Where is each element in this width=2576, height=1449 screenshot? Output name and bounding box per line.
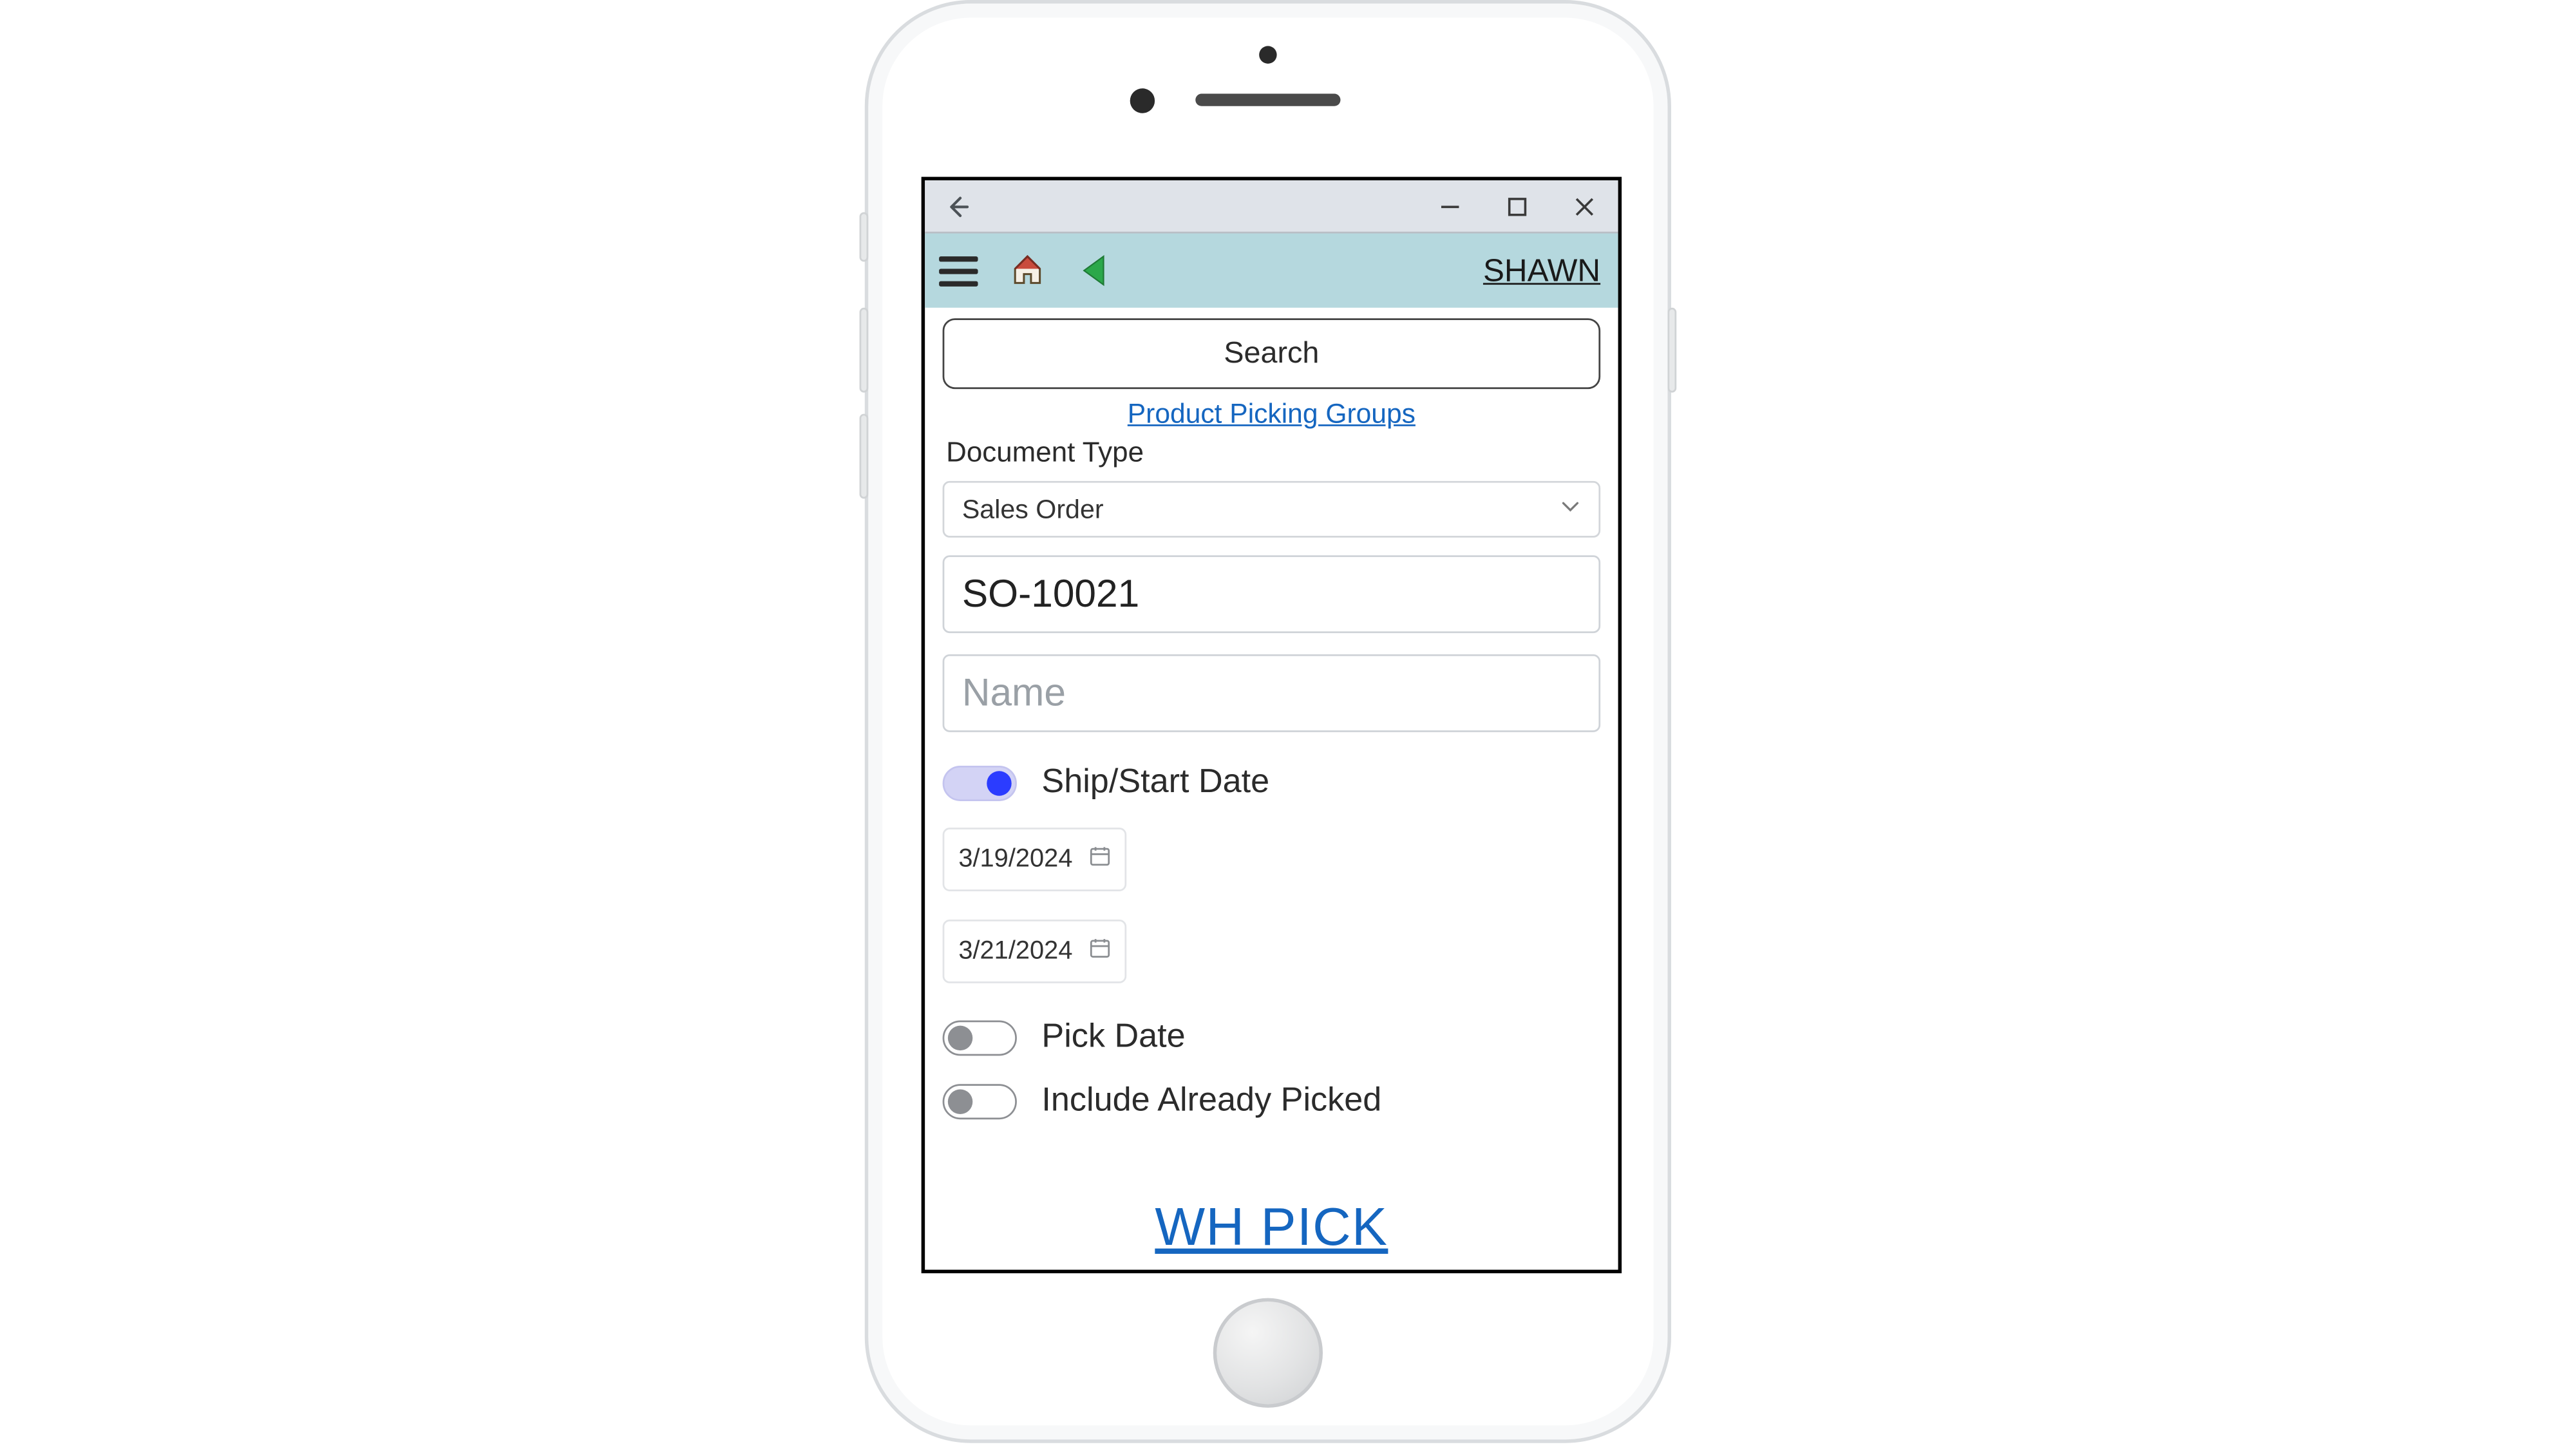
include-picked-label: Include Already Picked [1041,1083,1381,1121]
date-to-input[interactable]: 3/21/2024 [943,920,1127,983]
phone-camera-icon [1259,46,1276,63]
order-number-input[interactable] [943,555,1601,633]
wh-pick-link[interactable]: WH PICK [1155,1199,1388,1258]
date-from-input[interactable]: 3/19/2024 [943,828,1127,891]
app-screen: SHAWN Search Product Picking Groups Docu… [922,177,1622,1274]
phone-home-button[interactable] [1213,1298,1323,1408]
calendar-icon [1090,937,1111,965]
close-button[interactable] [1572,194,1596,218]
include-picked-row: Include Already Picked [943,1083,1601,1121]
document-type-select[interactable]: Sales Order [943,481,1601,538]
maximize-button[interactable] [1505,194,1530,218]
document-type-value: Sales Order [962,495,1104,525]
window-back-button[interactable] [939,188,974,223]
app-bar: SHAWN [925,233,1618,307]
content-area: Search Product Picking Groups Document T… [925,308,1618,1121]
search-button[interactable]: Search [943,318,1601,389]
home-button[interactable] [1010,253,1045,289]
pick-date-label: Pick Date [1041,1019,1185,1057]
nav-back-button[interactable] [1077,253,1112,289]
ship-start-date-toggle[interactable] [943,766,1017,801]
window-titlebar [925,180,1618,233]
ship-start-date-row: Ship/Start Date [943,764,1601,802]
phone-power-button [1667,308,1676,393]
username-link[interactable]: SHAWN [1483,252,1600,289]
triangle-left-icon [1081,254,1109,286]
pick-date-toggle[interactable] [943,1020,1017,1056]
minimize-icon [1439,195,1461,216]
ship-start-date-label: Ship/Start Date [1041,764,1269,802]
minimize-button[interactable] [1437,194,1462,218]
window-controls [1437,194,1596,218]
arrow-left-icon [944,194,969,218]
name-input[interactable] [943,654,1601,732]
calendar-icon [1090,846,1111,874]
menu-button[interactable] [939,256,978,286]
phone-frame: SHAWN Search Product Picking Groups Docu… [865,0,1671,1443]
product-picking-groups-link[interactable]: Product Picking Groups [943,400,1601,431]
phone-front-camera-icon [1130,88,1155,113]
phone-speaker [1195,94,1340,106]
home-icon [1010,253,1045,289]
date-from-value: 3/19/2024 [958,846,1072,874]
canvas: SHAWN Search Product Picking Groups Docu… [0,0,2575,1448]
phone-volume-up [860,308,869,393]
chevron-down-icon [1560,495,1581,525]
include-picked-toggle[interactable] [943,1084,1017,1119]
document-type-label: Document Type [946,439,1600,470]
close-icon [1574,195,1595,216]
phone-mute-switch [860,213,869,262]
date-to-value: 3/21/2024 [958,937,1072,965]
phone-volume-down [860,414,869,499]
pick-date-row: Pick Date [943,1019,1601,1057]
maximize-icon [1507,195,1528,216]
footer: WH PICK [925,1199,1618,1259]
